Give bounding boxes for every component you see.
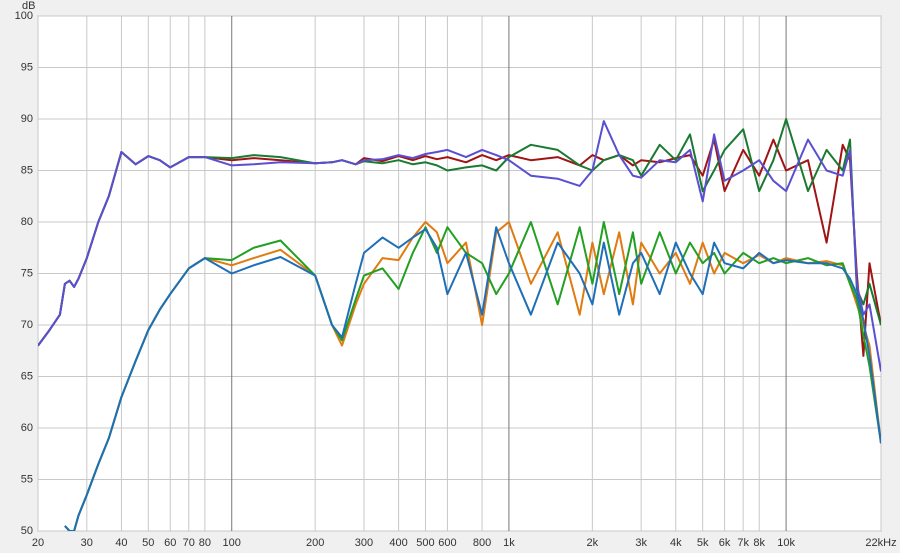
y-tick-label: 75 (21, 267, 33, 279)
y-tick-label: 70 (21, 319, 33, 331)
x-tick-label: 400 (389, 537, 407, 549)
x-tick-label: 500 (416, 537, 434, 549)
x-tick-label: 1k (503, 537, 515, 549)
x-tick-label: 60 (164, 537, 176, 549)
x-tick-label: 8k (753, 537, 765, 549)
y-axis-label: dB (22, 0, 35, 12)
x-tick-label: 5k (697, 537, 709, 549)
series-line (38, 120, 881, 372)
x-tick-label: 2k (587, 537, 599, 549)
x-tick-label: 30 (81, 537, 93, 549)
x-tick-label: 300 (355, 537, 373, 549)
x-tick-label: 70 (183, 537, 195, 549)
x-tick-label: 200 (306, 537, 324, 549)
y-tick-label: 80 (21, 216, 33, 228)
x-tick-label: 40 (115, 537, 127, 549)
x-tick-label: 80 (199, 537, 211, 549)
y-tick-label: 65 (21, 370, 33, 382)
x-tick-label: 6k (719, 537, 731, 549)
x-tick-label: 4k (670, 537, 682, 549)
series-line (64, 226, 881, 531)
x-tick-label: 7k (737, 537, 749, 549)
x-tick-label: 50 (142, 537, 154, 549)
y-tick-label: 95 (21, 61, 33, 73)
x-tick-label: 800 (473, 537, 491, 549)
y-tick-label: 100 (15, 10, 33, 22)
x-tick-label: 10k (777, 537, 795, 549)
x-tick-label: 100 (223, 537, 241, 549)
x-tick-label: 20 (32, 537, 44, 549)
x-tick-label: 3k (635, 537, 647, 549)
x-tick-label: 600 (438, 537, 456, 549)
y-tick-label: 85 (21, 164, 33, 176)
y-tick-label: 90 (21, 113, 33, 125)
y-tick-label: 60 (21, 422, 33, 434)
y-tick-label: 50 (21, 525, 33, 537)
x-tick-label: 22kHz (865, 537, 896, 549)
y-tick-label: 55 (21, 473, 33, 485)
